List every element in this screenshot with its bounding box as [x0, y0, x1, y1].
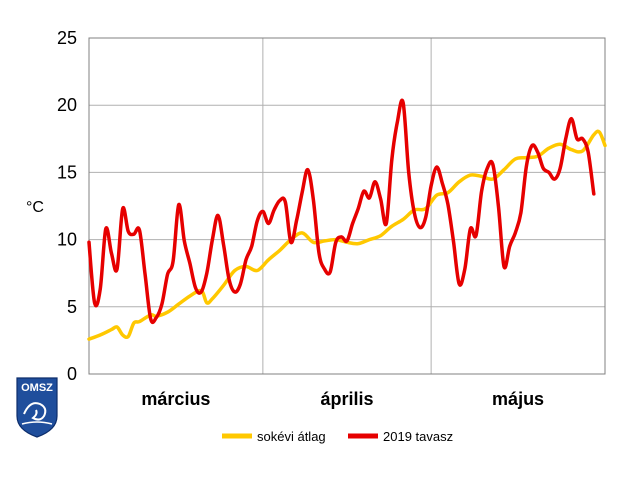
x-axis-month-labels: március április május — [141, 389, 544, 409]
month-label: május — [492, 389, 544, 409]
series-line-2019 — [87, 98, 596, 325]
logo-text: OMSZ — [21, 382, 53, 394]
series-line-average — [87, 129, 607, 341]
y-tick-label: 10 — [57, 230, 77, 250]
y-axis-ticks: 0 5 10 15 20 25 — [57, 28, 77, 384]
logo-swirl-icon — [23, 402, 47, 421]
logo-wave-icon — [21, 421, 53, 425]
series-lines — [87, 98, 607, 341]
legend-label-average: sokévi átlag — [257, 429, 326, 444]
y-tick-label: 5 — [67, 297, 77, 317]
y-tick-label: 15 — [57, 162, 77, 182]
month-label: április — [320, 389, 373, 409]
y-tick-label: 0 — [67, 364, 77, 384]
legend: sokévi átlag 2019 tavasz — [222, 429, 453, 444]
plot-area-border — [88, 37, 606, 375]
y-tick-label: 25 — [57, 28, 77, 48]
legend-label-2019: 2019 tavasz — [383, 429, 453, 444]
omsz-logo: OMSZ — [16, 377, 58, 438]
month-label: március — [141, 389, 210, 409]
y-tick-label: 20 — [57, 95, 77, 115]
y-axis-label: °C — [26, 199, 44, 216]
